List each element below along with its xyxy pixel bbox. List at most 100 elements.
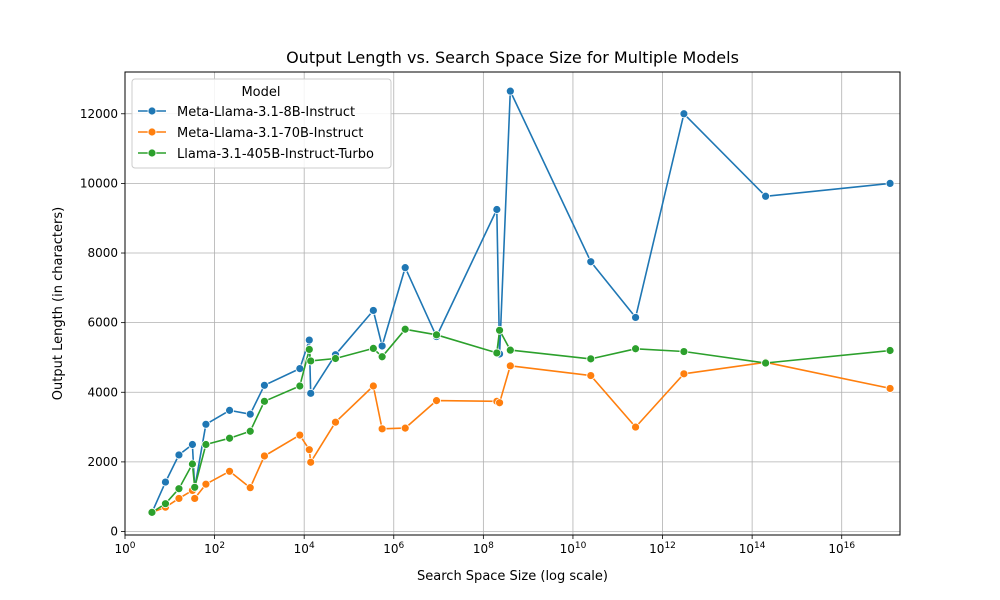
data-point: [761, 191, 771, 201]
data-point: [245, 483, 255, 493]
data-point: [885, 178, 895, 188]
data-point: [368, 381, 378, 391]
y-tick-label: 10000: [80, 176, 118, 190]
data-point: [377, 424, 387, 434]
x-tick-base: 10: [114, 542, 129, 556]
data-point: [260, 451, 269, 461]
data-point: [631, 313, 640, 322]
legend-box: [131, 78, 392, 169]
data-point: [505, 361, 515, 371]
x-tick-label: 1016: [828, 541, 855, 556]
y-tick-label: 4000: [87, 385, 118, 399]
data-point: [225, 405, 234, 415]
data-point: [679, 347, 689, 356]
x-tick-exponent: 14: [754, 541, 766, 551]
x-tick-exponent: 6: [399, 541, 405, 551]
series-group: [147, 86, 895, 517]
data-point: [586, 257, 596, 267]
y-tick-label: 8000: [87, 246, 118, 260]
data-point: [495, 325, 504, 335]
data-point: [147, 507, 157, 517]
data-point: [631, 422, 640, 432]
data-point: [885, 346, 895, 355]
data-point: [505, 86, 515, 96]
legend-item: Meta-Llama-3.1-70B-Instruct: [138, 126, 363, 141]
data-point: [400, 423, 410, 433]
x-tick-base: 10: [828, 542, 843, 556]
x-tick-exponent: 12: [664, 541, 675, 551]
data-point: [161, 477, 170, 487]
x-tick-exponent: 2: [219, 541, 225, 551]
x-tick-exponent: 10: [575, 541, 587, 551]
data-point: [245, 426, 255, 436]
data-point: [260, 380, 269, 390]
legend-label: Meta-Llama-3.1-70B-Instruct: [177, 126, 363, 141]
x-tick-label: 102: [204, 541, 225, 556]
data-point: [306, 356, 316, 366]
data-point: [432, 396, 441, 406]
x-tick-label: 100: [114, 541, 135, 556]
x-axis: 100 102 104 106 108 1010 1012 1014 1016: [114, 535, 855, 556]
data-point: [295, 430, 305, 440]
data-point: [368, 344, 378, 353]
data-point: [174, 494, 184, 503]
legend-label: Meta-Llama-3.1-8B-Instruct: [177, 105, 355, 120]
data-point: [174, 484, 184, 494]
data-point: [306, 388, 316, 398]
data-point: [161, 499, 170, 509]
data-point: [188, 459, 197, 469]
data-point: [400, 324, 410, 334]
data-point: [174, 450, 184, 460]
legend-swatch-marker: [147, 106, 157, 116]
x-tick-label: 1012: [649, 541, 676, 556]
data-point: [304, 335, 314, 345]
plot-frame: [124, 71, 901, 536]
x-tick-label: 104: [294, 541, 315, 556]
data-point: [492, 205, 502, 214]
legend-label: Llama-3.1-405B-Instruct-Turbo: [177, 147, 374, 162]
data-point: [225, 433, 234, 443]
data-point: [492, 348, 502, 358]
data-point: [306, 457, 316, 467]
y-axis-label: Output Length (in characters): [51, 207, 66, 400]
x-tick-label: 108: [473, 541, 494, 556]
data-point: [245, 409, 255, 419]
y-tick-label: 0: [110, 525, 118, 539]
data-point: [295, 364, 305, 373]
y-tick-label: 2000: [87, 455, 118, 469]
y-tick-label: 12000: [80, 107, 118, 121]
data-point: [188, 440, 197, 449]
data-point: [368, 306, 378, 315]
legend-title: Model: [241, 85, 280, 100]
x-tick-base: 10: [560, 542, 575, 556]
data-point: [885, 384, 895, 393]
data-point: [331, 354, 340, 363]
data-point: [586, 354, 596, 364]
y-tick-label: 6000: [87, 316, 118, 330]
x-tick-base: 10: [294, 542, 309, 556]
x-tick-exponent: 4: [309, 541, 315, 551]
data-point: [495, 398, 504, 408]
chart-title: Output Length vs. Search Space Size for …: [286, 48, 739, 67]
data-point: [400, 263, 410, 273]
x-tick-base: 10: [383, 542, 398, 556]
data-point: [201, 479, 211, 489]
data-point: [679, 109, 689, 119]
legend-swatch-marker: [147, 148, 157, 158]
legend-swatch-marker: [147, 127, 157, 137]
x-tick-label: 106: [383, 541, 404, 556]
x-axis-label: Search Space Size (log scale): [417, 569, 608, 584]
x-tick-exponent: 0: [130, 541, 136, 551]
x-tick-base: 10: [649, 542, 664, 556]
x-tick-exponent: 16: [844, 541, 856, 551]
data-point: [304, 345, 314, 354]
data-point: [377, 341, 387, 351]
data-point: [631, 344, 640, 354]
x-tick-base: 10: [204, 542, 219, 556]
y-axis: 0 2000 4000 6000 8000 10000 12000: [80, 107, 125, 539]
data-point: [304, 445, 314, 455]
x-tick-label: 1014: [739, 541, 766, 556]
x-tick-base: 10: [739, 542, 754, 556]
data-point: [190, 482, 200, 492]
